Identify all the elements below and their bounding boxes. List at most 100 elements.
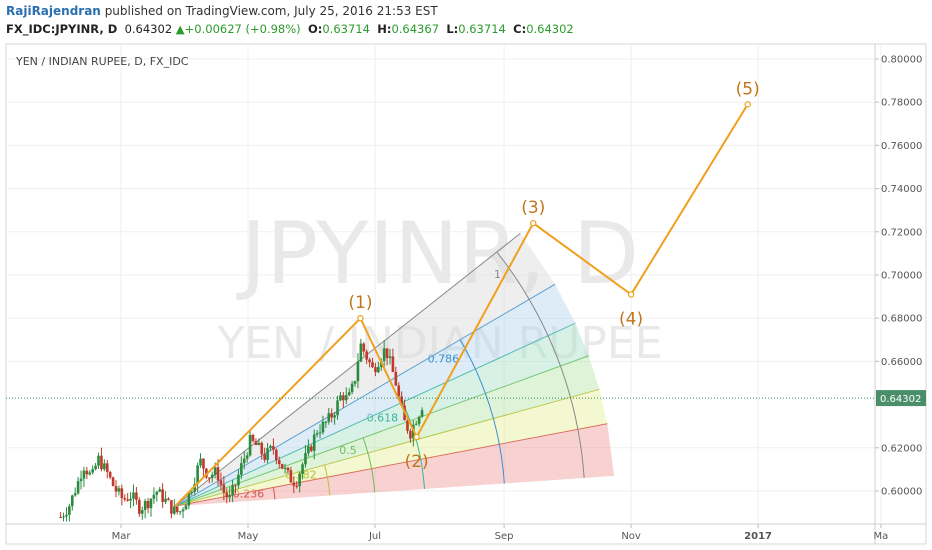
fan-level-label: 0.618	[367, 411, 399, 424]
pane-title: YEN / INDIAN RUPEE, D, FX_IDC	[16, 55, 189, 68]
x-tick-label: Mar	[112, 531, 132, 542]
candle-body	[353, 381, 357, 384]
candle-body	[350, 383, 354, 393]
candle-body	[129, 498, 132, 501]
author-link[interactable]: RajiRajendran	[6, 4, 101, 18]
candle-body	[260, 442, 264, 455]
fan-level-label: 0.5	[339, 444, 357, 457]
publish-line: RajiRajendran published on TradingView.c…	[6, 4, 438, 18]
fan-arc	[272, 487, 276, 500]
wave-point	[413, 433, 420, 441]
wave-label: (3)	[521, 198, 545, 218]
candle-body	[365, 351, 368, 360]
candle-body	[385, 348, 389, 358]
wave-line	[174, 103, 749, 507]
fan-arc	[459, 339, 505, 484]
fan-arc	[362, 437, 376, 493]
candle-body	[216, 467, 220, 481]
candle-body	[362, 343, 366, 352]
fan-level-line	[174, 232, 521, 507]
price-axis[interactable]: 0.80000 0.78000 0.76000 0.74000 0.72000 0.700…	[875, 55, 922, 498]
candle-body	[210, 474, 214, 478]
candle-body	[152, 494, 156, 499]
candle-body	[222, 484, 226, 493]
candle-body	[406, 420, 409, 431]
candle-body	[178, 511, 182, 513]
candle-body	[280, 463, 284, 469]
x-tick-label: 2017	[744, 531, 772, 542]
x-tick-label: May	[238, 531, 259, 542]
candle-body	[79, 478, 83, 482]
candle-body	[295, 485, 299, 487]
candle-body	[388, 356, 392, 358]
wave-label: (4)	[619, 309, 643, 329]
candle-body	[304, 453, 307, 465]
candle-body	[301, 464, 304, 475]
candle-body	[292, 482, 296, 486]
chart-frame	[5, 43, 927, 545]
x-tick-label: Ma	[874, 531, 889, 542]
candle-body	[138, 499, 141, 514]
candle-body	[94, 465, 97, 470]
high-value: 0.64367	[391, 22, 440, 36]
y-tick-label: 0.72000	[881, 227, 922, 238]
x-tick-label: Sep	[495, 531, 514, 542]
candle-body	[391, 356, 395, 373]
candle-body	[254, 441, 258, 445]
candle-body	[356, 361, 360, 382]
candle-body	[318, 432, 322, 434]
candle-body	[196, 465, 199, 484]
candle-body	[333, 415, 336, 418]
candle-body	[359, 343, 363, 362]
wave-label: (1)	[348, 293, 372, 313]
candle-body	[347, 392, 351, 396]
close-value: 0.64302	[526, 22, 574, 36]
candle-body	[269, 446, 272, 449]
wave-point	[530, 219, 537, 227]
y-tick-label: 0.66000	[881, 357, 922, 368]
candle-body	[266, 448, 269, 460]
candle-body	[228, 494, 231, 498]
candle-body	[263, 454, 266, 460]
candle-body	[231, 485, 234, 495]
candle-body	[242, 458, 246, 464]
candle-body	[181, 509, 185, 512]
fan-level-label: 0.786	[428, 353, 460, 366]
candle-body	[123, 498, 127, 500]
published-text: published on TradingView.com, July 25, 2…	[104, 4, 438, 18]
y-tick-label: 0.60000	[881, 487, 922, 498]
last-price-tag	[876, 390, 926, 407]
high-label: H:	[377, 22, 392, 36]
candle-body	[149, 498, 153, 509]
fan-arc	[496, 251, 585, 479]
candle-body	[225, 492, 229, 498]
candle-body	[251, 434, 255, 442]
candle-body	[248, 434, 252, 456]
wave-label: (5)	[736, 79, 760, 99]
candle-body	[321, 421, 325, 433]
candle-body	[62, 516, 65, 518]
candle-body	[374, 367, 377, 373]
candle-body	[344, 395, 348, 401]
candle-body	[417, 416, 421, 424]
y-tick-label: 0.70000	[881, 271, 922, 282]
y-tick-label: 0.62000	[881, 443, 922, 454]
candle-body	[108, 471, 112, 478]
elliott-wave-drawing[interactable]: (1) (2) (3) (4) (5)	[174, 79, 760, 507]
fan-arc	[324, 464, 331, 496]
candle-body	[65, 514, 68, 517]
candle-body	[82, 470, 86, 479]
fan-zone	[175, 233, 556, 507]
candle-body	[336, 400, 339, 416]
candle-body	[234, 485, 237, 487]
open-label: O:	[307, 22, 323, 36]
candle-body	[175, 506, 179, 512]
symbol-label: FX_IDC:JPYINR, D	[6, 22, 118, 36]
candle-body	[91, 469, 94, 473]
up-arrow-icon: ▲	[175, 22, 185, 36]
time-axis[interactable]: Mar May Jul Sep Nov 2017 Ma	[112, 524, 889, 542]
candle-body	[219, 480, 223, 485]
candle-body	[277, 460, 281, 464]
candle-body	[132, 492, 135, 499]
